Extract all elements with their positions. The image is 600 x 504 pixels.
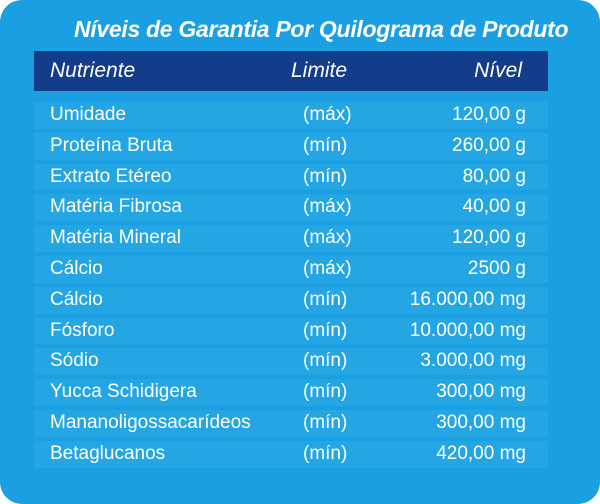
row-nutrient: Fósforo — [50, 319, 115, 341]
row-level: 3.000,00 mg — [420, 350, 526, 372]
table-body: Umidade (máx) 120,00 g Proteína Bruta (m… — [34, 100, 548, 470]
row-limit: (mín) — [303, 134, 348, 156]
table-row: Umidade (máx) 120,00 g — [34, 100, 548, 131]
table-row: Matéria Fibrosa (máx) 40,00 g — [34, 192, 548, 223]
row-nutrient: Umidade — [50, 104, 127, 125]
row-limit: (mín) — [303, 442, 348, 464]
row-nutrient: Cálcio — [50, 288, 103, 310]
row-level: 260,00 g — [452, 134, 526, 156]
row-level: 2500 g — [467, 257, 526, 279]
table-row: Matéria Mineral (máx) 120,00 g — [34, 223, 548, 254]
row-level: 300,00 mg — [436, 381, 526, 403]
table-row: Cálcio (máx) 2500 g — [34, 254, 548, 285]
row-nutrient: Extrato Etéreo — [50, 165, 172, 187]
table-row: Fósforo (mín) 10.000,00 mg — [34, 316, 548, 347]
table-row: Betaglucanos (mín) 420,00 mg — [34, 439, 548, 470]
row-level: 10.000,00 mg — [409, 319, 526, 341]
row-limit: (mín) — [303, 165, 348, 187]
row-nutrient: Sódio — [50, 350, 99, 372]
table-row: Proteína Bruta (mín) 260,00 g — [34, 131, 548, 162]
row-nutrient: Proteína Bruta — [50, 134, 173, 156]
table-row: Cálcio (mín) 16.000,00 mg — [34, 285, 548, 316]
table-row: Yucca Schidigera (mín) 300,00 mg — [34, 377, 548, 408]
row-nutrient: Yucca Schidigera — [50, 381, 197, 403]
row-level: 300,00 mg — [436, 411, 526, 433]
row-nutrient: Matéria Mineral — [50, 227, 181, 249]
row-level: 120,00 g — [452, 227, 526, 249]
row-nutrient: Cálcio — [50, 257, 103, 279]
row-nutrient: Mananoligossacarídeos — [50, 411, 251, 433]
header-limit: Limite — [291, 59, 348, 82]
row-level: 120,00 g — [452, 104, 526, 125]
header-level: Nível — [474, 59, 522, 82]
row-level: 80,00 g — [462, 165, 526, 187]
table-row: Extrato Etéreo (mín) 80,00 g — [34, 162, 548, 193]
row-nutrient: Betaglucanos — [50, 442, 166, 464]
table-header: Nutriente Limite Nível — [34, 51, 548, 91]
row-nutrient: Matéria Fibrosa — [50, 196, 182, 218]
row-limit: (máx) — [303, 227, 352, 249]
row-limit: (máx) — [303, 257, 352, 279]
header-nutrient: Nutriente — [50, 59, 136, 82]
table-row: Sódio (mín) 3.000,00 mg — [34, 346, 548, 377]
row-limit: (mín) — [303, 288, 348, 310]
row-limit: (mín) — [303, 381, 348, 403]
row-limit: (mín) — [303, 350, 348, 372]
row-limit: (máx) — [303, 104, 352, 125]
row-limit: (mín) — [303, 319, 348, 341]
row-level: 16.000,00 mg — [409, 288, 526, 310]
table-row: Mananoligossacarídeos (mín) 300,00 mg — [34, 408, 548, 439]
row-level: 420,00 mg — [436, 442, 526, 464]
row-limit: (mín) — [303, 411, 348, 433]
row-level: 40,00 g — [462, 196, 526, 218]
table-title: Níveis de Garantia Por Quilograma de Pro… — [74, 16, 569, 42]
row-limit: (máx) — [303, 196, 352, 218]
